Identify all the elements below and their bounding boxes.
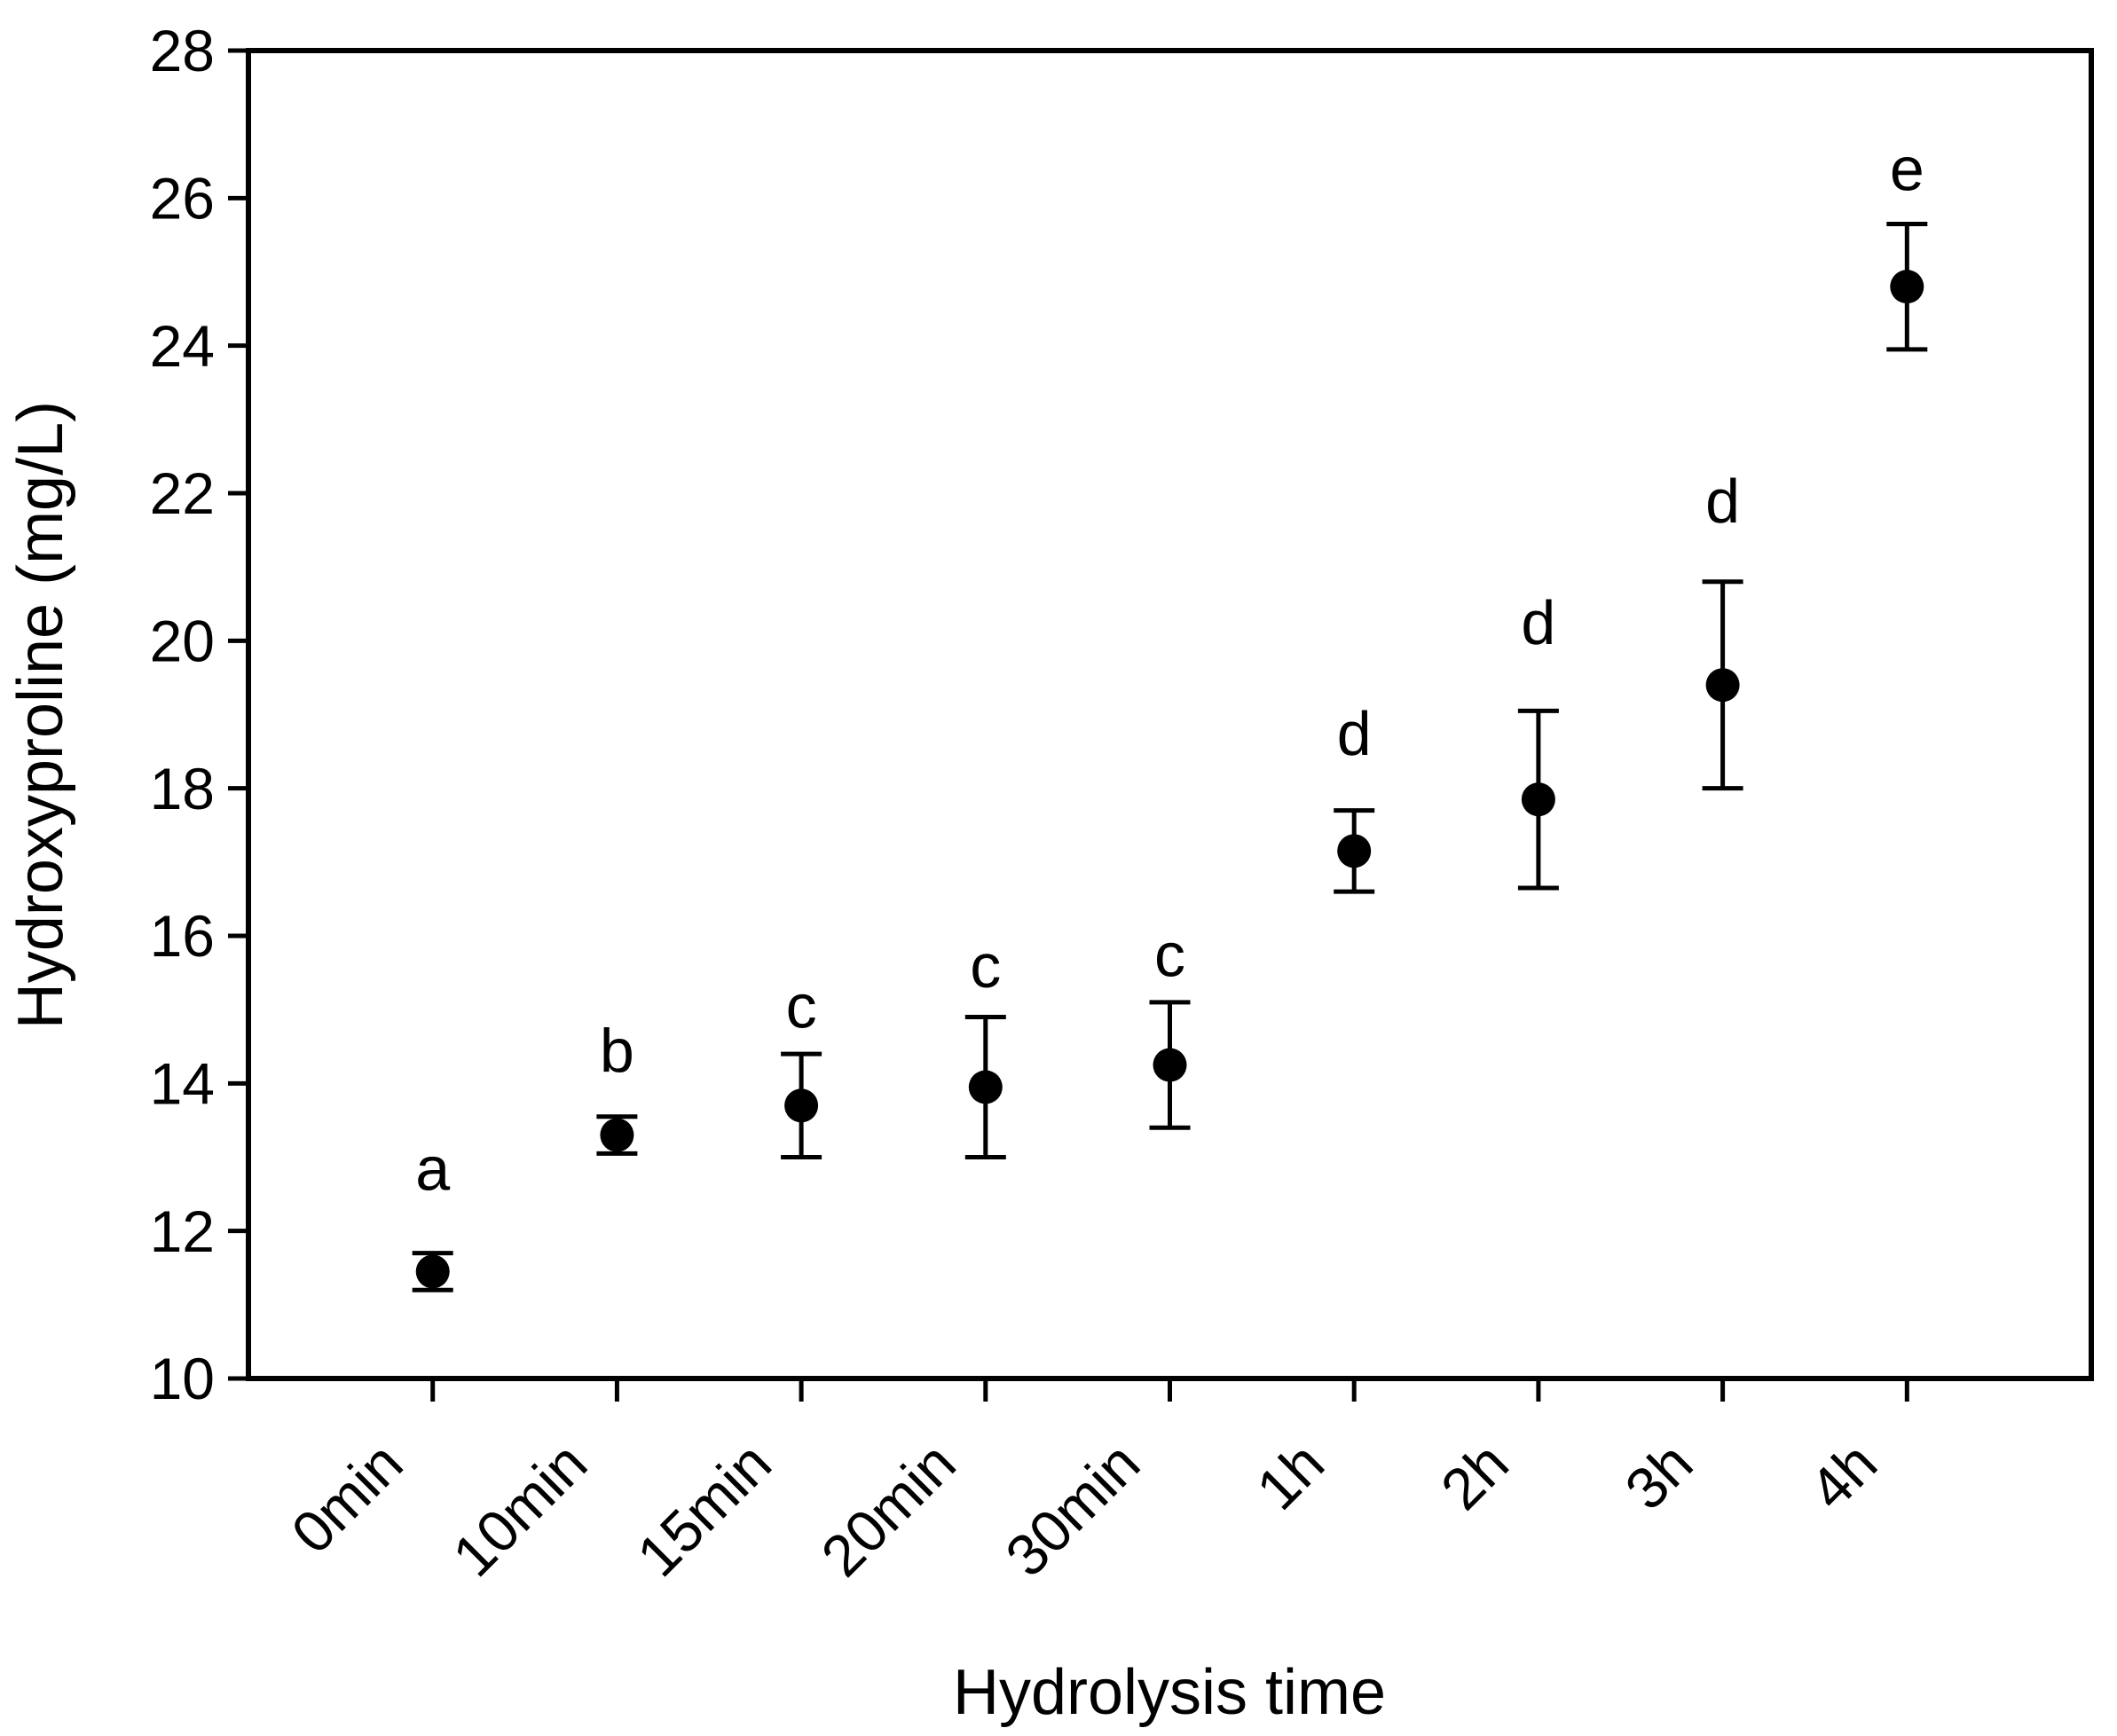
- x-axis-title: Hydrolysis time: [953, 1657, 1386, 1728]
- y-tick-label: 26: [150, 165, 215, 231]
- sig-letter: b: [600, 1016, 634, 1085]
- y-tick-label: 24: [150, 313, 215, 379]
- y-axis-title: Hydroxyproline (mg/L): [5, 401, 76, 1029]
- data-point: [968, 1070, 1003, 1104]
- data-point: [1890, 270, 1924, 304]
- x-tick-label: 3h: [1612, 1430, 1704, 1522]
- x-tick-label: 0min: [279, 1430, 414, 1566]
- data-point: [415, 1254, 450, 1289]
- sig-letter: a: [415, 1134, 450, 1203]
- data-point: [1337, 834, 1372, 868]
- data-point: [1153, 1048, 1187, 1082]
- sig-letter: d: [1705, 467, 1740, 536]
- sig-letter: d: [1337, 699, 1372, 768]
- sig-letter: c: [970, 931, 1001, 1001]
- y-tick-label: 12: [150, 1198, 215, 1264]
- plot-box: [246, 48, 2094, 1381]
- y-tick-label: 18: [150, 756, 215, 821]
- x-tick-label: 15min: [625, 1430, 783, 1589]
- x-tick-label: 1h: [1244, 1430, 1336, 1522]
- data-point: [600, 1118, 634, 1152]
- x-tick-label: 4h: [1797, 1430, 1889, 1522]
- data-point: [784, 1088, 819, 1123]
- sig-letter: c: [1154, 920, 1185, 989]
- x-tick-label: 20min: [808, 1430, 967, 1589]
- y-tick-label: 28: [150, 18, 215, 83]
- x-tick-label: 10min: [440, 1430, 599, 1589]
- x-tick-label: 30min: [993, 1430, 1152, 1589]
- y-tick-label: 10: [150, 1346, 215, 1411]
- y-tick-label: 14: [150, 1050, 215, 1116]
- y-tick-label: 20: [150, 608, 215, 673]
- sig-letter: d: [1521, 588, 1555, 657]
- data-point: [1705, 668, 1740, 703]
- y-tick-label: 16: [150, 903, 215, 969]
- sig-letter: c: [786, 972, 817, 1041]
- data-point: [1521, 782, 1555, 817]
- y-tick-label: 22: [150, 460, 215, 526]
- sig-letter: e: [1890, 135, 1924, 204]
- x-tick-label: 2h: [1428, 1430, 1521, 1522]
